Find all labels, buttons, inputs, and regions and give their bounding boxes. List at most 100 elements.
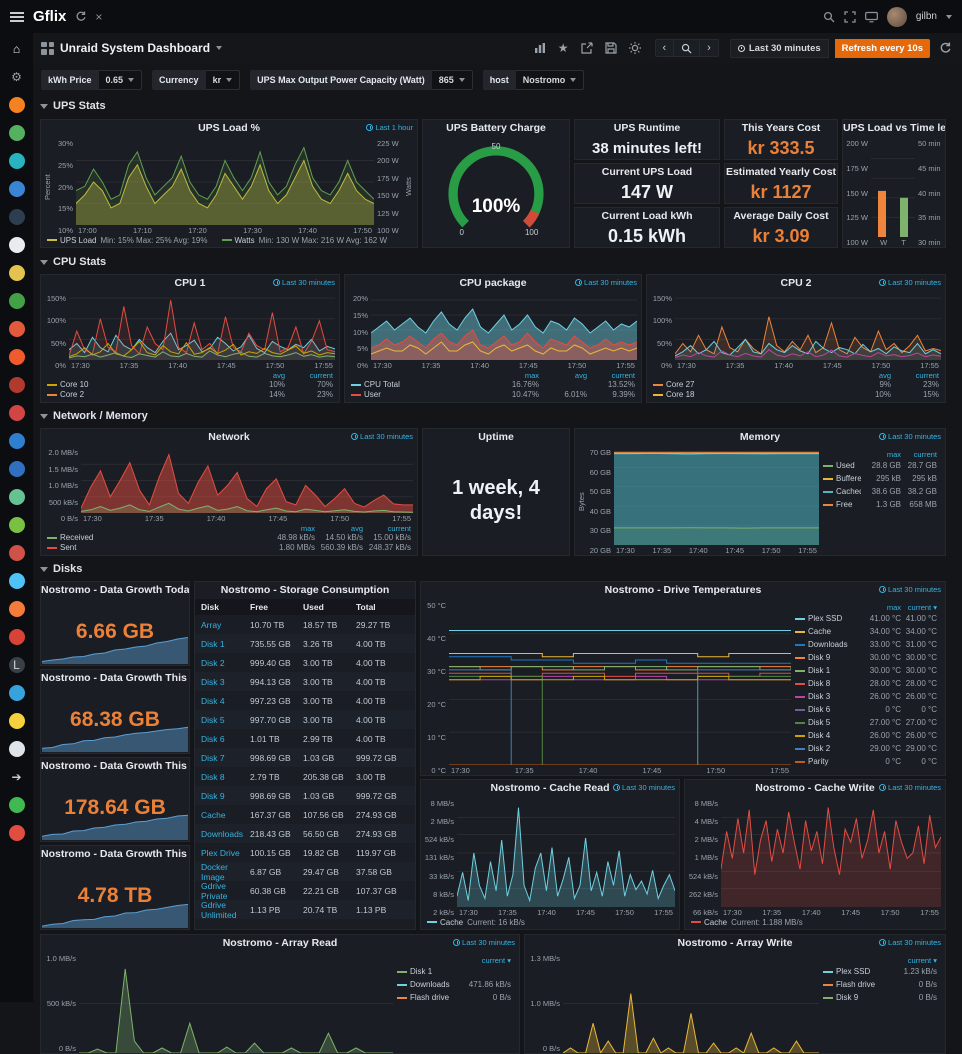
disk-link[interactable]: Cache	[201, 809, 226, 820]
panel-title[interactable]: Uptime	[478, 431, 514, 443]
panel-title[interactable]: Nostromo - Data Growth Today	[41, 584, 189, 596]
time-forward-button[interactable]: ›	[707, 42, 711, 54]
save-icon[interactable]	[602, 42, 620, 54]
disk-link[interactable]: Gdrive Unlimited	[201, 899, 237, 920]
disk-link[interactable]: Disk 2	[201, 657, 225, 668]
sidebar-shortcut[interactable]: ➔	[9, 769, 25, 785]
legend-item[interactable]: Received 48.98 kB/s 14.50 kB/s 15.00 kB/s	[47, 533, 411, 543]
legend-header[interactable]: avg	[878, 371, 891, 380]
sidebar-shortcut[interactable]	[8, 741, 25, 757]
panel-title[interactable]: UPS Runtime	[613, 122, 681, 134]
disk-link[interactable]: Disk 1	[201, 638, 225, 649]
legend-header[interactable]: current	[309, 371, 333, 380]
panel-title[interactable]: Nostromo - Array Read	[222, 937, 338, 949]
legend-header[interactable]: current	[913, 450, 937, 459]
legend-header[interactable]: current ▾	[907, 603, 937, 612]
disk-link[interactable]: Downloads	[201, 828, 244, 839]
dashboard-picker-icon[interactable]	[41, 41, 54, 55]
legend-item[interactable]: Disk 1	[397, 965, 511, 978]
column-header[interactable]: Free	[250, 602, 268, 612]
legend-item[interactable]: Disk 5 27.00 °C 27.00 °C	[795, 716, 937, 729]
legend-item[interactable]: Free 1.3 GB 658 MB	[823, 498, 937, 511]
sidebar-shortcut[interactable]	[8, 685, 25, 701]
panel-title[interactable]: Nostromo - Data Growth This Month	[41, 760, 189, 772]
legend-item[interactable]: Core 2 14% 23%	[47, 390, 333, 400]
time-back-button[interactable]: ‹	[656, 40, 675, 56]
legend-item[interactable]: Used 28.8 GB 28.7 GB	[823, 459, 937, 472]
legend-item[interactable]: Cache Current: 16 kB/s	[427, 918, 525, 927]
sidebar-shortcut[interactable]	[8, 209, 25, 225]
disk-link[interactable]: Docker Image	[201, 861, 228, 882]
variable-value-dropdown[interactable]: kr	[205, 70, 241, 90]
disk-link[interactable]: Disk 3	[201, 676, 225, 687]
legend-item[interactable]: User 10.47% 6.01% 9.39%	[351, 390, 635, 400]
legend-header[interactable]: avg	[574, 371, 587, 380]
disk-link[interactable]: Disk 9	[201, 790, 225, 801]
legend-header[interactable]: current	[611, 371, 635, 380]
variable-value-dropdown[interactable]: Nostromo	[515, 70, 585, 90]
panel-title[interactable]: UPS Battery Charge	[446, 122, 546, 134]
playlist-refresh-icon[interactable]	[75, 11, 86, 22]
legend-item[interactable]: Parity 0 °C 0 °C	[795, 755, 937, 768]
legend-header[interactable]: max	[524, 371, 539, 380]
legend-item[interactable]: Disk 4 26.00 °C 26.00 °C	[795, 729, 937, 742]
panel-title[interactable]: Nostromo - Array Write	[677, 937, 793, 949]
section-network-memory[interactable]: Network / Memory	[40, 410, 148, 422]
legend-item[interactable]: Plex SSD 41.00 °C 41.00 °C	[795, 612, 937, 625]
disk-link[interactable]: Disk 5	[201, 714, 225, 725]
disk-link[interactable]: Gdrive Private	[201, 880, 228, 901]
close-icon[interactable]: ×	[95, 9, 103, 24]
legend-item[interactable]: Disk 9 30.00 °C 30.00 °C	[795, 651, 937, 664]
legend-item[interactable]: Cached 38.6 GB 38.2 GB	[823, 485, 937, 498]
cpu-package-graph[interactable]	[371, 294, 637, 360]
share-icon[interactable]	[578, 42, 596, 54]
sidebar-shortcut[interactable]: ⌂	[9, 41, 25, 57]
sidebar-shortcut[interactable]	[8, 125, 25, 141]
sidebar-shortcut[interactable]: L	[8, 657, 25, 673]
sidebar-shortcut[interactable]	[8, 265, 25, 281]
sidebar-shortcut[interactable]	[8, 153, 25, 169]
legend-item[interactable]: Disk 8 28.00 °C 28.00 °C	[795, 677, 937, 690]
add-panel-icon[interactable]	[531, 42, 549, 54]
legend-header[interactable]: max	[886, 450, 901, 459]
panel-title[interactable]: Nostromo - Drive Temperatures	[604, 584, 762, 596]
menu-icon[interactable]	[10, 11, 24, 22]
column-header[interactable]: Used	[303, 602, 324, 612]
sidebar-shortcut[interactable]	[8, 517, 25, 533]
username[interactable]: gilbn	[915, 11, 937, 22]
panel-title[interactable]: Nostromo - Cache Read	[490, 782, 610, 794]
sidebar-shortcut[interactable]	[8, 545, 25, 561]
legend-header[interactable]: current ▾	[481, 956, 511, 965]
legend-header[interactable]: avg	[350, 524, 363, 533]
panel-title[interactable]: Current Load kWh	[601, 210, 693, 222]
cache-read-graph[interactable]	[457, 799, 675, 907]
section-disks[interactable]: Disks	[40, 563, 82, 575]
user-avatar[interactable]	[886, 6, 907, 27]
legend-item[interactable]: Core 27 9% 23%	[653, 380, 939, 390]
section-cpu-stats[interactable]: CPU Stats	[40, 256, 106, 268]
legend-header[interactable]: max	[300, 524, 315, 533]
panel-title[interactable]: Estimated Yearly Cost	[725, 166, 837, 178]
load-vs-time-graph[interactable]	[871, 139, 915, 237]
sidebar-shortcut[interactable]	[8, 377, 25, 393]
time-picker[interactable]: Last 30 minutes	[729, 38, 829, 58]
legend-item[interactable]: Disk 1 30.00 °C 30.00 °C	[795, 664, 937, 677]
legend-header[interactable]: max	[886, 603, 901, 612]
app-title[interactable]: Gflix	[33, 8, 67, 25]
legend-item[interactable]: Downloads 471.86 kB/s	[397, 978, 511, 991]
drive-temperatures-graph[interactable]	[449, 601, 791, 765]
variable-value-dropdown[interactable]: 865	[431, 70, 473, 90]
legend-item[interactable]: Watts Min: 130 W Max: 216 W Avg: 162 W	[221, 236, 387, 245]
sidebar-shortcut[interactable]	[8, 349, 25, 365]
array-read-graph[interactable]	[79, 954, 393, 1053]
search-icon[interactable]	[823, 11, 835, 23]
legend-header[interactable]: current ▾	[907, 956, 937, 965]
sidebar-shortcut[interactable]	[8, 461, 25, 477]
variable-value-dropdown[interactable]: 0.65	[98, 70, 143, 90]
sidebar-shortcut[interactable]	[8, 433, 25, 449]
sidebar-shortcut[interactable]	[8, 713, 25, 729]
legend-item[interactable]: Flash drive 0 B/s	[397, 991, 511, 1004]
sidebar-shortcut[interactable]	[8, 293, 25, 309]
sidebar-shortcut[interactable]	[8, 405, 25, 421]
